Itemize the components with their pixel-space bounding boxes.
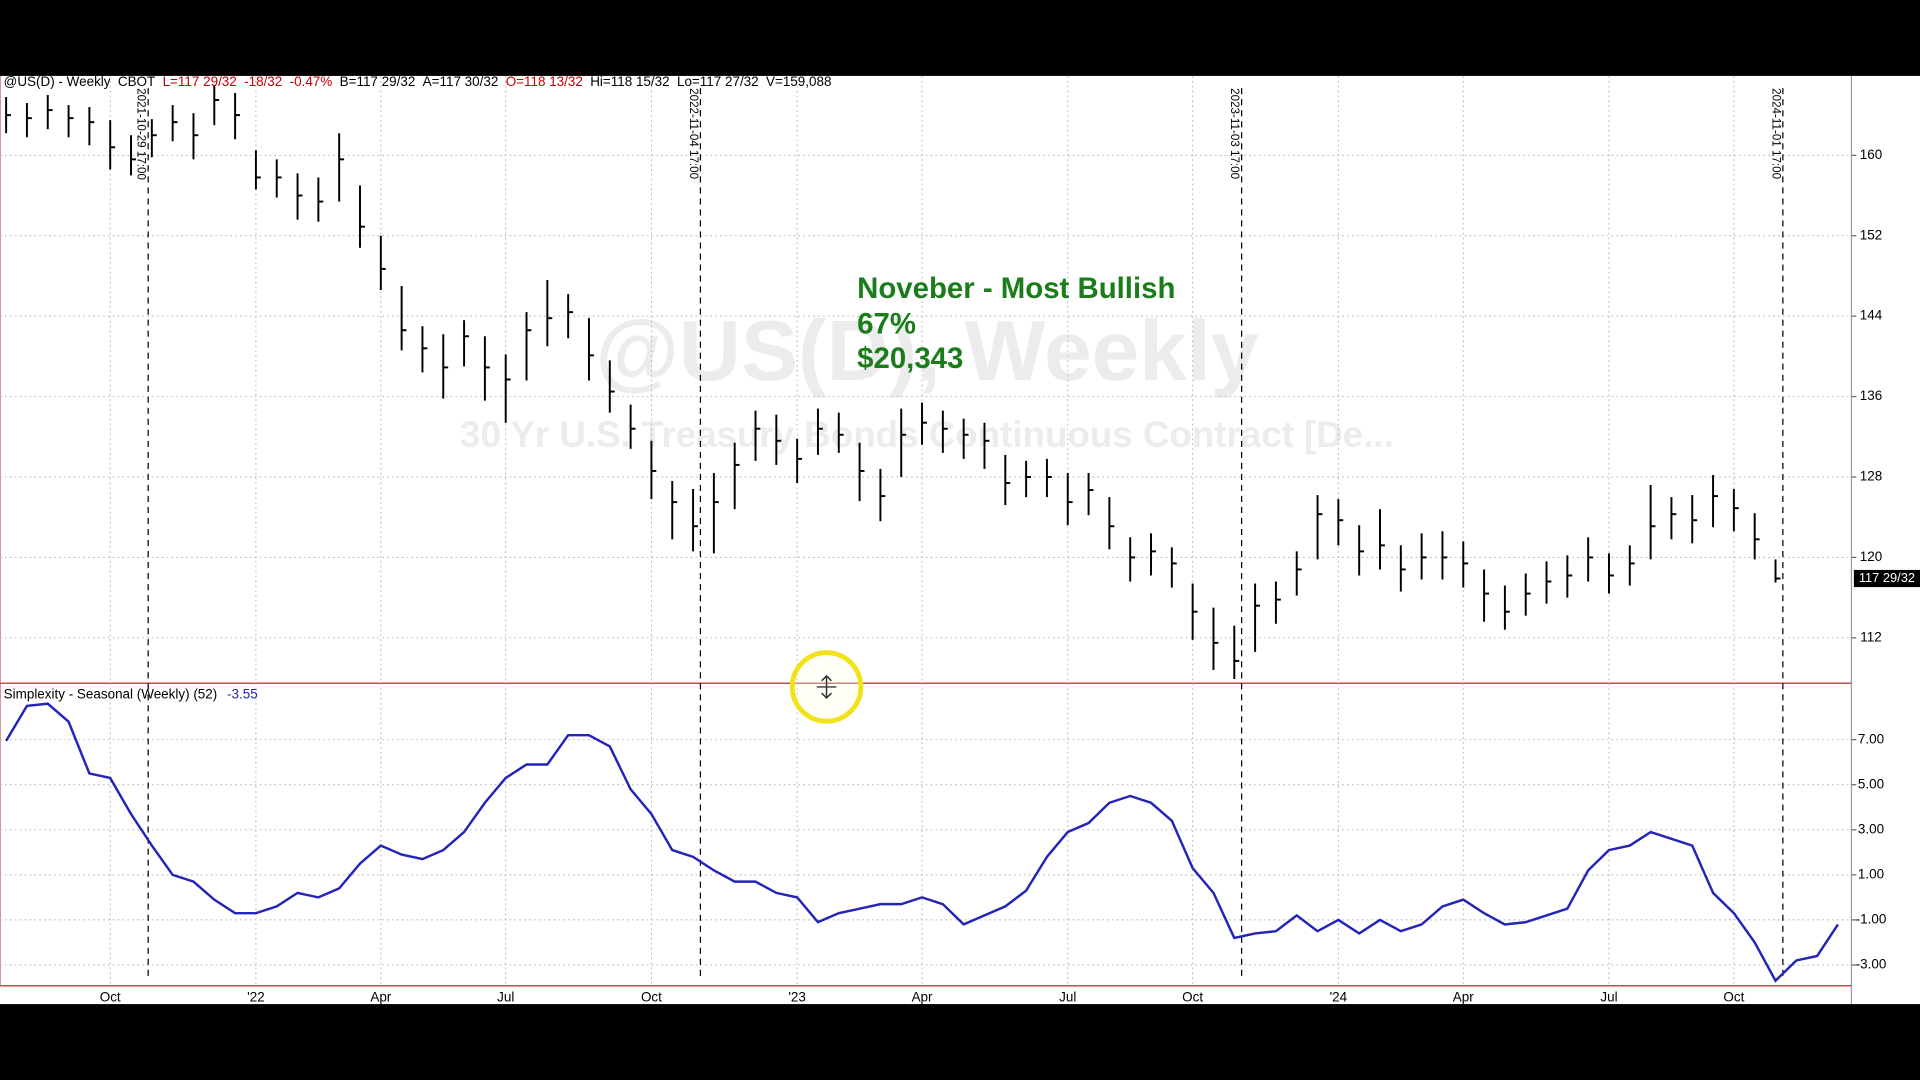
header-item: A=117 30/32 <box>423 74 499 89</box>
header-item: O=118 13/32 <box>506 74 583 89</box>
last-price-label: 117 29/32 <box>1859 570 1915 585</box>
x-tick-label: Jul <box>497 990 514 1005</box>
y-tick-label: 128 <box>1860 469 1882 484</box>
event-label: 2021-10-29 17:00 <box>135 88 148 180</box>
indicator-line <box>5 702 1839 983</box>
y-tick-label: -1.00 <box>1856 911 1887 926</box>
x-tick-label: '24 <box>1330 990 1348 1005</box>
x-tick-label: Apr <box>912 990 933 1005</box>
y-tick-label: 1.00 <box>1858 866 1884 881</box>
last-price-box <box>1853 569 1920 588</box>
annotation-title: Noveber - Most Bullish <box>857 272 1175 305</box>
price-header: @US(D) - Weekly CBOT L=117 29/32 -18/32 -0.4… <box>4 74 832 89</box>
plot-layer: Oct '22 Apr Jul Oct '23 Apr Jul Oct '24 Apr Jul Oct 1… <box>0 75 1920 1005</box>
y-tick-label: 7.00 <box>1858 731 1884 746</box>
y-tick-label: 144 <box>1860 308 1883 323</box>
x-tick-label: Apr <box>1453 990 1474 1005</box>
y-tick-label: 5.00 <box>1858 776 1884 791</box>
indicator-header: Simplexity - Seasonal (Weekly) (52) -3.55 <box>4 686 258 701</box>
header-item: B=117 29/32 <box>340 74 416 89</box>
header-item: L=117 29/32 <box>163 74 237 89</box>
y-tick-label: -3.00 <box>1856 957 1887 972</box>
annotation-percent: 67% <box>857 307 916 340</box>
y-tick-label: 160 <box>1860 147 1882 162</box>
x-tick-label: Oct <box>100 990 121 1005</box>
header-item: Hi=118 15/32 <box>590 74 669 89</box>
x-tick-label: '22 <box>247 990 265 1005</box>
x-tick-label: Jul <box>1600 990 1617 1005</box>
y-tick-label: 152 <box>1860 227 1882 242</box>
y-tick-label: 3.00 <box>1858 821 1884 836</box>
event-label: 2024-11-01 17:00 <box>1769 88 1782 179</box>
header-item: @US(D) - Weekly <box>4 74 111 89</box>
indicator-value: -3.55 <box>227 686 258 701</box>
header-item: -0.47% <box>290 74 333 89</box>
header-item: V=159,088 <box>766 74 831 89</box>
watermark-description: 30 Yr U.S. Treasury Bonds Continuous Con… <box>460 414 1394 455</box>
x-tick-label: Oct <box>1182 990 1203 1005</box>
cursor-icon <box>816 674 837 699</box>
annotation-profit: $20,343 <box>857 342 963 375</box>
header-item: -18/32 <box>244 74 282 89</box>
header-item: Lo=117 27/32 <box>677 74 759 89</box>
x-tick-label: Oct <box>1723 990 1744 1005</box>
x-tick-label: Jul <box>1059 990 1076 1005</box>
y-tick-label: 120 <box>1860 549 1882 564</box>
indicator-title: Simplexity - Seasonal (Weekly) (52) <box>4 686 218 701</box>
header-item: CBOT <box>118 74 155 89</box>
event-label: 2022-11-04 17:00 <box>687 88 700 179</box>
x-tick-label: Apr <box>370 990 391 1005</box>
chart-background <box>0 75 1920 1005</box>
x-tick-label: Oct <box>641 990 662 1005</box>
y-tick-label: 136 <box>1860 388 1882 403</box>
x-tick-label: '23 <box>788 990 806 1005</box>
event-label: 2023-11-03 17:00 <box>1228 88 1241 179</box>
watermark-symbol: @US(D), Weekly <box>595 303 1258 399</box>
y-tick-label: 112 <box>1860 629 1881 644</box>
